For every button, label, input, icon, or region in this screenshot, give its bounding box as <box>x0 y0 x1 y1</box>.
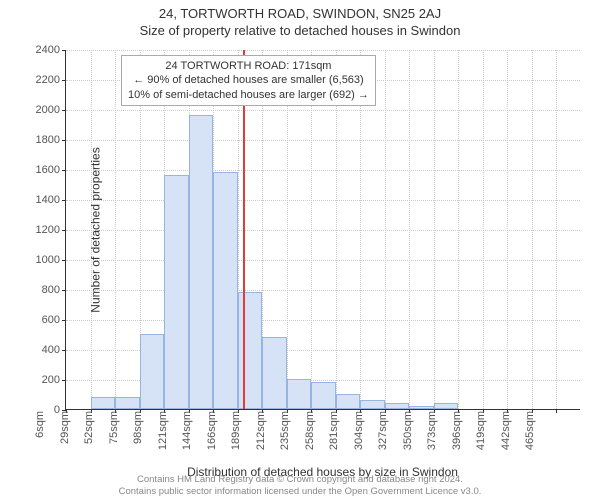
x-tick-label: 442sqm <box>500 411 512 461</box>
x-tick-label: 235sqm <box>279 411 291 461</box>
x-tick-label: 350sqm <box>402 411 414 461</box>
y-tick-mark <box>62 230 66 231</box>
y-tick-label: 600 <box>42 314 60 326</box>
histogram-bar <box>115 397 140 409</box>
y-tick-label: 1200 <box>36 224 60 236</box>
y-tick-label: 800 <box>42 284 60 296</box>
y-tick-label: 1400 <box>36 194 60 206</box>
x-tick-label: 6sqm <box>34 411 46 461</box>
footer-line-1: Contains HM Land Registry data © Crown c… <box>119 474 482 485</box>
chart-area: 24 TORTWORTH ROAD: 171sqm ← 90% of detac… <box>65 50 580 410</box>
x-tick-label: 144sqm <box>181 411 193 461</box>
histogram-bar <box>238 292 263 409</box>
y-tick-label: 1600 <box>36 164 60 176</box>
gridline-h <box>66 320 580 321</box>
y-tick-label: 1800 <box>36 134 60 146</box>
gridline-v <box>458 50 459 409</box>
x-tick-label: 465sqm <box>524 411 536 461</box>
x-tick-label: 396sqm <box>451 411 463 461</box>
gridline-v <box>556 50 557 409</box>
y-tick-label: 400 <box>42 344 60 356</box>
histogram-bar <box>140 334 165 409</box>
y-tick-mark <box>62 260 66 261</box>
x-tick-label: 166sqm <box>206 411 218 461</box>
x-tick-label: 281sqm <box>328 411 340 461</box>
histogram-bar <box>287 379 312 409</box>
histogram-bar <box>311 382 336 409</box>
histogram-bar <box>385 403 410 409</box>
histogram-bar <box>336 394 361 409</box>
gridline-v <box>385 50 386 409</box>
y-tick-mark <box>62 320 66 321</box>
gridline-h <box>66 140 580 141</box>
gridline-h <box>66 290 580 291</box>
x-tick-label: 29sqm <box>59 411 71 461</box>
histogram-bar <box>434 403 459 409</box>
gridline-h <box>66 200 580 201</box>
y-tick-label: 2400 <box>36 44 60 56</box>
gridline-h <box>66 110 580 111</box>
gridline-v <box>434 50 435 409</box>
gridline-v <box>115 50 116 409</box>
info-line-1: 24 TORTWORTH ROAD: 171sqm <box>128 59 369 73</box>
y-tick-label: 2000 <box>36 104 60 116</box>
y-tick-mark <box>62 50 66 51</box>
y-tick-mark <box>62 350 66 351</box>
gridline-h <box>66 170 580 171</box>
x-tick-label: 189sqm <box>230 411 242 461</box>
plot-region: 24 TORTWORTH ROAD: 171sqm ← 90% of detac… <box>65 50 580 410</box>
gridline-v <box>409 50 410 409</box>
histogram-bar <box>189 115 214 409</box>
gridline-h <box>66 50 580 51</box>
histogram-bar <box>360 400 385 409</box>
gridline-h <box>66 230 580 231</box>
gridline-v <box>507 50 508 409</box>
x-tick-label: 212sqm <box>255 411 267 461</box>
x-tick-label: 52sqm <box>83 411 95 461</box>
y-tick-mark <box>62 200 66 201</box>
gridline-v <box>532 50 533 409</box>
histogram-bar <box>262 337 287 409</box>
y-tick-mark <box>62 380 66 381</box>
y-tick-mark <box>62 170 66 171</box>
info-line-2: ← 90% of detached houses are smaller (6,… <box>128 73 369 87</box>
x-tick-label: 419sqm <box>475 411 487 461</box>
x-tick-label: 75sqm <box>108 411 120 461</box>
x-tick-mark <box>556 409 557 413</box>
histogram-bar <box>91 397 116 409</box>
x-tick-label: 98sqm <box>132 411 144 461</box>
y-tick-mark <box>62 110 66 111</box>
y-tick-label: 1000 <box>36 254 60 266</box>
title-main: 24, TORTWORTH ROAD, SWINDON, SN25 2AJ <box>0 0 600 23</box>
info-line-3: 10% of semi-detached houses are larger (… <box>128 88 369 102</box>
x-tick-label: 258sqm <box>304 411 316 461</box>
x-tick-label: 327sqm <box>377 411 389 461</box>
x-tick-label: 373sqm <box>426 411 438 461</box>
histogram-bar <box>213 172 238 409</box>
title-sub: Size of property relative to detached ho… <box>0 23 600 40</box>
y-axis-label: Number of detached properties <box>89 147 103 312</box>
gridline-v <box>483 50 484 409</box>
x-tick-label: 121sqm <box>157 411 169 461</box>
footer-line-2: Contains public sector information licen… <box>119 486 482 497</box>
y-tick-label: 200 <box>42 374 60 386</box>
y-tick-mark <box>62 80 66 81</box>
gridline-h <box>66 260 580 261</box>
histogram-bar <box>409 406 434 409</box>
histogram-bar <box>164 175 189 409</box>
y-tick-mark <box>62 140 66 141</box>
info-box: 24 TORTWORTH ROAD: 171sqm ← 90% of detac… <box>121 55 376 106</box>
y-tick-mark <box>62 290 66 291</box>
chart-container: 24, TORTWORTH ROAD, SWINDON, SN25 2AJ Si… <box>0 0 600 500</box>
y-tick-label: 2200 <box>36 74 60 86</box>
x-tick-label: 304sqm <box>353 411 365 461</box>
footer: Contains HM Land Registry data © Crown c… <box>119 474 482 497</box>
